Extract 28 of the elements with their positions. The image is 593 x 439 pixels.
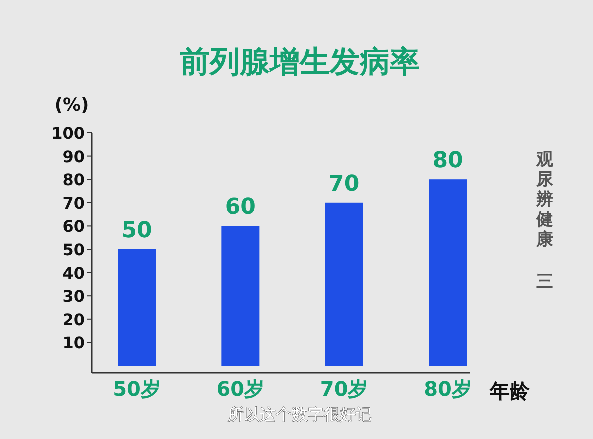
bar (222, 226, 260, 366)
y-tick-label: 50 (62, 240, 85, 260)
chart-title: 前列腺增生发病率 (180, 45, 420, 80)
data-label: 60 (225, 195, 256, 220)
bar (118, 250, 156, 366)
y-axis-title: (%) (54, 95, 90, 116)
y-tick-label: 100 (52, 124, 85, 143)
y-tick-label: 70 (62, 194, 85, 213)
y-tick-label: 90 (62, 147, 85, 166)
text: 三 (536, 272, 554, 292)
x-tick-label: 70岁 (320, 377, 368, 401)
bar (325, 202, 364, 366)
y-tick-label: 20 (62, 310, 85, 330)
text: 所以这个数字很好记 (228, 405, 372, 424)
y-tick-label: 60 (62, 217, 85, 236)
data-label: 50 (122, 218, 152, 244)
data-label: 70 (329, 172, 360, 197)
bar (429, 180, 467, 366)
y-tick-label: 80 (62, 170, 85, 190)
x-axis-title: 年龄 (489, 379, 531, 403)
y-tick-label: 10 (62, 334, 85, 353)
y-tick-label: 40 (62, 264, 85, 283)
text: 观尿辨健康 (536, 150, 554, 250)
x-tick-label: 60岁 (216, 377, 265, 401)
x-tick-label: 80岁 (424, 377, 472, 401)
x-tick-label: 50岁 (113, 377, 161, 401)
data-label: 80 (432, 148, 464, 174)
y-tick-label: 30 (62, 287, 85, 306)
